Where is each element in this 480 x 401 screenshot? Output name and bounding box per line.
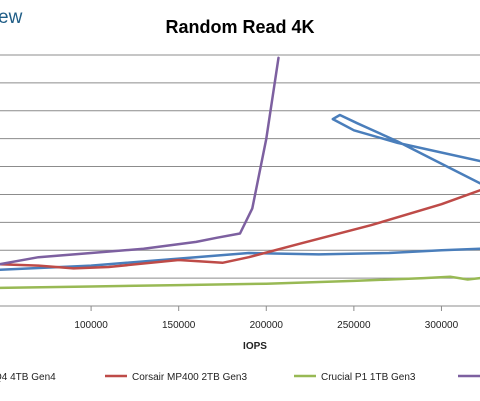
series-line-0 — [0, 247, 480, 271]
gridlines — [0, 54, 480, 307]
legend-label: Crucial P1 1TB Gen3 — [321, 372, 416, 383]
chart-title: Random Read 4K — [165, 17, 314, 37]
x-tick-label: 200000 — [250, 320, 284, 331]
series-line-4 — [0, 56, 280, 266]
x-tick-label: 150000 — [162, 320, 196, 331]
x-tick-label: 300000 — [425, 320, 459, 331]
legend-label: Q4 4TB Gen4 — [0, 372, 56, 383]
x-tick-label: 250000 — [337, 320, 371, 331]
series-line-3 — [0, 275, 480, 290]
legend-label: Corsair MP400 2TB Gen3 — [132, 372, 247, 383]
series-line-1 — [331, 113, 480, 185]
x-tick-labels: 100000 150000 200000 250000 300000 — [74, 306, 459, 331]
legend: Q4 4TB Gen4 Corsair MP400 2TB Gen3 Crucial… — [0, 372, 480, 383]
x-axis-label: IOPS — [243, 341, 267, 352]
x-tick-label: 100000 — [74, 320, 108, 331]
plot-area — [0, 56, 480, 290]
logo-text: ew — [0, 7, 23, 28]
series-line-2 — [0, 189, 480, 270]
